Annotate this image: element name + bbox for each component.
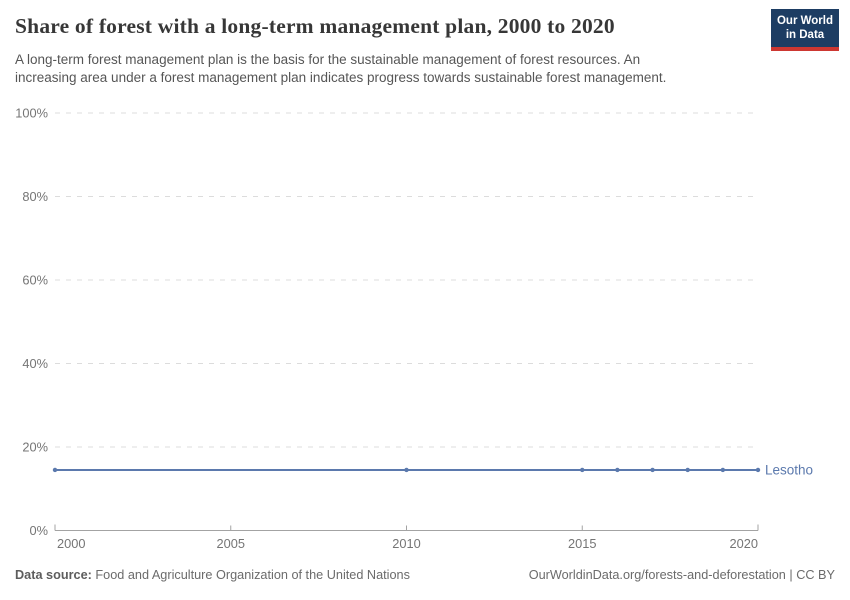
x-axis-tick-label: 2020 — [730, 536, 758, 551]
chart-subtitle-line-2: increasing area under a forest managemen… — [15, 70, 667, 85]
owid-logo-line-2: in Data — [785, 29, 825, 41]
x-axis-tick-label: 2015 — [568, 536, 596, 551]
x-axis-tick-label: 2005 — [217, 536, 245, 551]
attribution-link[interactable]: OurWorldinData.org/forests-and-deforesta… — [528, 568, 835, 582]
page-title: Share of forest with a long-term managem… — [15, 14, 615, 38]
chart-footer: Data source: Food and Agriculture Organi… — [15, 568, 835, 582]
y-axis-tick-label: 60% — [22, 273, 48, 288]
x-axis-tick-label: 2010 — [392, 536, 420, 551]
data-point-marker[interactable] — [720, 467, 726, 473]
owid-logo[interactable]: Our World in Data — [771, 9, 839, 51]
y-axis-tick-label: 0% — [30, 523, 49, 538]
data-source-note: Data source: Food and Agriculture Organi… — [15, 568, 410, 582]
y-axis-tick-label: 100% — [15, 106, 48, 121]
data-point-marker[interactable] — [52, 467, 58, 473]
data-source-value: Food and Agriculture Organization of the… — [91, 568, 410, 582]
data-point-marker[interactable] — [685, 467, 690, 473]
data-point-marker[interactable] — [650, 467, 655, 473]
y-axis-tick-label: 20% — [22, 440, 48, 455]
data-source-label: Data source: — [15, 568, 92, 582]
chart-subtitle-line-1: A long-term forest management plan is th… — [15, 52, 641, 67]
y-axis-tick-label: 40% — [22, 356, 48, 371]
data-point-marker[interactable] — [580, 467, 585, 473]
owid-logo-line-1: Our World — [776, 15, 833, 27]
chart-subtitle: A long-term forest management plan is th… — [15, 51, 745, 87]
series-entity-label[interactable]: Lesotho — [765, 462, 813, 477]
x-axis-tick-label: 2000 — [57, 536, 85, 551]
data-point-marker[interactable] — [404, 467, 409, 473]
data-point-marker[interactable] — [755, 467, 761, 473]
y-axis-tick-label: 80% — [22, 189, 48, 204]
data-point-marker[interactable] — [615, 467, 620, 473]
